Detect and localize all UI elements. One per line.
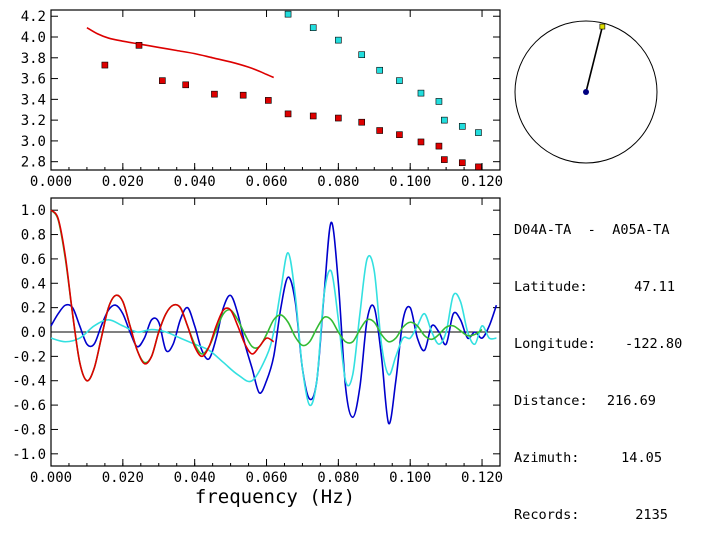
info-row-records: Records: 2135: [514, 506, 680, 525]
x-tick-label: 0.000: [30, 174, 72, 190]
red-points-point: [475, 163, 482, 171]
cyan-points-point: [309, 24, 317, 31]
x-tick-label: 0.020: [102, 174, 144, 190]
red-points-point: [417, 138, 425, 146]
x-tick-label: 0.100: [389, 470, 431, 486]
red-points-point: [265, 97, 272, 104]
info-value: 47.11: [634, 279, 675, 295]
dispersion-marks: [86, 10, 482, 171]
info-value: 2135: [635, 507, 668, 523]
y-tick-label: -1.0: [12, 447, 46, 463]
red-points-point: [239, 91, 247, 99]
y-tick-label: 3.8: [21, 51, 46, 67]
correlation-x-ticks: 0.000 0.020 0.040 0.060 0.080 0.100 0.120: [30, 198, 503, 486]
correlation-y-ticks: 1.0 0.8 0.6 0.4 0.2 0.0 -0.2 -0.4 -0.6 -0.8 -1.0: [12, 203, 500, 463]
azimuth-circle: [514, 20, 658, 164]
red-points-point: [358, 118, 366, 126]
info-label: Latitude:: [514, 279, 588, 295]
x-tick-label: 0.060: [245, 470, 287, 486]
x-tick-label: 0.060: [245, 174, 287, 190]
info-value: -122.80: [625, 336, 683, 352]
cyan-points-point: [358, 51, 366, 58]
station-info-panel: D04A-TA - A05A-TA Latitude: 47.11 Longitu…: [514, 183, 683, 544]
dispersion-panel: 2.8 3.0 3.2 3.4 3.6 3.8 4.0 4.2 0.000 0.020 0.040…: [21, 9, 503, 190]
red-points-point: [101, 61, 109, 69]
azimuth-dial: [514, 20, 658, 164]
azimuth-origin-dot: [583, 89, 589, 95]
x-tick-label: 0.100: [389, 174, 431, 190]
y-tick-label: 0.0: [21, 325, 46, 341]
cyan-points-point: [475, 129, 482, 136]
cyan-points-point: [417, 89, 425, 97]
blue-series-line: [50, 221, 498, 425]
y-tick-label: 3.0: [21, 134, 46, 150]
x-tick-label: 0.080: [317, 174, 359, 190]
y-tick-label: 1.0: [21, 203, 46, 219]
info-row-distance: Distance: 216.69: [514, 392, 680, 411]
red-curve-series-line: [86, 26, 275, 79]
y-tick-label: -0.2: [12, 349, 46, 365]
red-points-point: [182, 81, 189, 89]
red-points-point: [211, 90, 218, 98]
red-points-point: [309, 112, 317, 120]
info-label: Azimuth:: [514, 450, 580, 466]
station-pair-title: D04A-TA - A05A-TA: [514, 222, 670, 238]
cyan-points-point: [335, 36, 342, 44]
red-points-point: [435, 142, 443, 150]
y-tick-label: -0.4: [12, 374, 46, 390]
x-tick-label: 0.040: [174, 174, 216, 190]
info-value: 14.05: [621, 450, 662, 466]
x-tick-label: 0.120: [461, 174, 503, 190]
y-tick-label: -0.6: [12, 398, 46, 414]
info-label: Longitude:: [514, 336, 596, 352]
cyan-points-point: [441, 116, 448, 124]
y-tick-label: -0.8: [12, 422, 46, 438]
red-points-point: [376, 127, 383, 134]
y-tick-label: 0.6: [21, 252, 46, 268]
red-points-point: [284, 110, 292, 118]
red-points-point: [135, 42, 143, 49]
y-tick-label: 4.0: [21, 30, 46, 46]
cyan-series-line: [50, 252, 497, 407]
y-tick-label: 3.4: [21, 92, 46, 108]
y-tick-label: 0.4: [21, 276, 46, 292]
x-axis-title: frequency (Hz): [195, 486, 355, 508]
correlation-marks: [50, 209, 498, 425]
red-series-line: [50, 209, 275, 382]
x-tick-label: 0.040: [174, 470, 216, 486]
y-tick-label: 0.2: [21, 301, 46, 317]
cyan-points-point: [396, 77, 403, 84]
x-tick-label: 0.000: [30, 470, 72, 486]
red-points-point: [458, 159, 466, 167]
y-tick-label: 2.8: [21, 155, 46, 171]
dispersion-x-ticks: 0.000 0.020 0.040 0.060 0.080 0.100 0.120: [30, 10, 503, 190]
cyan-points-point: [435, 98, 443, 105]
red-points-point: [335, 114, 342, 122]
info-label: Distance:: [514, 393, 588, 409]
x-tick-label: 0.080: [317, 470, 359, 486]
y-tick-label: 3.6: [21, 72, 46, 88]
x-tick-label: 0.120: [461, 470, 503, 486]
azimuth-needle: [585, 26, 604, 93]
red-points-point: [396, 131, 403, 138]
y-tick-label: 4.2: [21, 9, 46, 25]
info-value: 216.69: [606, 393, 656, 409]
correlation-panel: 1.0 0.8 0.6 0.4 0.2 0.0 -0.2 -0.4 -0.6 -0.8 -1.0 0…: [12, 197, 503, 508]
red-points-point: [441, 156, 448, 163]
info-row-latitude: Latitude: 47.11: [514, 278, 680, 297]
y-tick-label: 3.2: [21, 113, 46, 129]
cyan-points-point: [284, 10, 292, 18]
cyan-points-point: [376, 66, 383, 74]
red-points-point: [159, 77, 166, 84]
dispersion-frame: [50, 9, 501, 171]
cyan-points-point: [458, 123, 466, 130]
info-label: Records:: [514, 507, 580, 523]
x-tick-label: 0.020: [102, 470, 144, 486]
azimuth-tip-marker: [599, 23, 606, 30]
dispersion-y-ticks: 2.8 3.0 3.2 3.4 3.6 3.8 4.0 4.2: [21, 9, 500, 171]
info-row-longitude: Longitude: -122.80: [514, 335, 683, 354]
y-tick-label: 0.8: [21, 228, 46, 244]
info-row-azimuth: Azimuth: 14.05: [514, 449, 680, 468]
figure-canvas: 2.8 3.0 3.2 3.4 3.6 3.8 4.0 4.2 0.000 0.020 0.040…: [12, 9, 658, 508]
